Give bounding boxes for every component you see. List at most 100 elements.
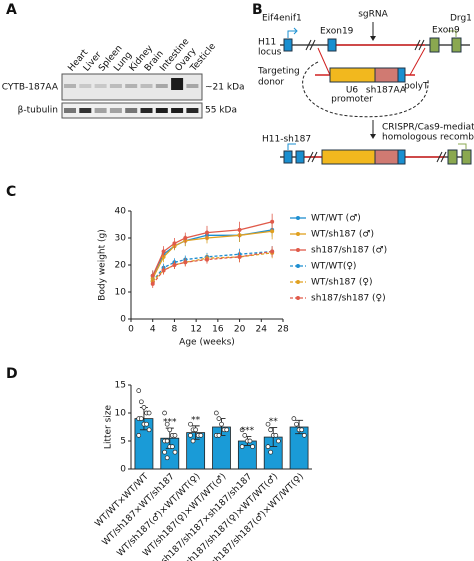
x-tick-label: 0	[128, 325, 134, 335]
x-tick-label: sh187/sh187(♂)×WT/WT(♀)	[210, 472, 306, 561]
data-point	[268, 449, 273, 455]
data-point	[239, 444, 245, 449]
y-tick-label: 5	[120, 437, 126, 447]
locus-diagram	[280, 22, 472, 165]
y-tick-label: 20	[115, 261, 127, 271]
data-point	[291, 416, 297, 421]
data-point	[141, 405, 147, 410]
band	[155, 84, 168, 88]
point	[205, 230, 209, 235]
insert-label: sh187AA	[366, 86, 407, 96]
data-point	[299, 427, 305, 433]
data-point	[301, 433, 307, 438]
data-point	[136, 388, 142, 393]
point	[172, 241, 177, 246]
method-label: homologous recombination	[382, 133, 474, 143]
row-label: β-tubulin	[18, 106, 58, 116]
band	[155, 108, 168, 113]
data-point	[216, 433, 222, 438]
y-tick-label: 0	[120, 315, 126, 325]
significance: ***	[163, 418, 177, 428]
data-point	[162, 410, 167, 416]
x-tick-label: 8	[172, 325, 178, 335]
legend-label: sh187/sh187 (♂)	[311, 246, 387, 256]
band	[94, 108, 107, 113]
terminator-label: polyT	[404, 82, 429, 92]
data-point	[138, 399, 144, 405]
data-point	[188, 433, 193, 438]
band	[64, 84, 76, 88]
point	[270, 219, 275, 224]
data-point	[247, 438, 253, 444]
x-tick-label: 28	[277, 325, 289, 335]
donor-label: Targeting	[257, 67, 300, 77]
point	[161, 268, 166, 273]
data-point	[213, 410, 219, 416]
data-point	[219, 421, 224, 427]
band	[79, 84, 92, 88]
data-point	[146, 410, 152, 416]
data-point	[242, 433, 248, 438]
band	[79, 108, 92, 113]
band	[171, 108, 184, 113]
method-label: CRISPR/Cas9-mediated	[382, 123, 474, 133]
data-point	[136, 433, 142, 438]
data-point	[164, 438, 170, 444]
y-tick-label: 0	[120, 465, 126, 475]
point	[172, 263, 177, 267]
point	[183, 236, 188, 240]
promoter-label: promoter	[331, 95, 373, 105]
band	[94, 84, 107, 88]
legend-label: WT/WT (♂)	[311, 214, 361, 224]
data-point	[265, 421, 271, 427]
band	[125, 84, 138, 88]
data-point	[164, 455, 170, 461]
legend-marker	[296, 232, 300, 236]
data-point	[193, 427, 198, 433]
data-point	[138, 416, 144, 421]
data-point	[170, 444, 175, 449]
data-point	[146, 427, 152, 433]
point	[150, 273, 155, 278]
point	[237, 227, 242, 232]
x-tick-label: 12	[190, 325, 201, 335]
x-tick-label: 4	[150, 325, 156, 335]
significance: **	[269, 417, 279, 427]
data-point	[265, 444, 271, 449]
y-tick-label: 15	[115, 381, 126, 391]
exon-label: Exon19	[320, 27, 354, 37]
y-axis-label: Body weight (g)	[98, 229, 108, 301]
significance: **	[191, 415, 201, 425]
exon-label: Exon9	[432, 26, 460, 36]
data-point	[167, 427, 173, 433]
band	[109, 84, 122, 88]
data-point	[268, 427, 273, 433]
size-label: ~21 kDa	[205, 83, 245, 93]
locus-label: H11	[258, 38, 276, 48]
legend-marker	[296, 248, 300, 252]
data-point	[250, 444, 255, 449]
data-point	[164, 421, 170, 427]
band	[186, 108, 199, 113]
band	[186, 84, 199, 88]
series-line	[152, 230, 273, 279]
data-point	[216, 416, 222, 421]
series-line	[152, 229, 273, 277]
legend-marker	[296, 264, 300, 268]
legend-label: WT/sh187 (♂)	[311, 230, 374, 240]
data-point	[190, 438, 196, 444]
band	[140, 108, 153, 113]
data-point	[224, 427, 230, 433]
panel-label: D	[6, 366, 18, 382]
legend-label: WT/sh187 (♀)	[311, 278, 372, 288]
data-point	[273, 433, 279, 438]
guide-label: sgRNA	[358, 10, 388, 20]
panel-label: A	[6, 2, 17, 18]
promoter-label: U6	[346, 86, 359, 96]
donor-label: donor	[258, 78, 284, 88]
panel-label: C	[6, 184, 16, 200]
locus-label: locus	[258, 48, 282, 58]
data-point	[276, 438, 281, 444]
data-point	[144, 421, 149, 427]
